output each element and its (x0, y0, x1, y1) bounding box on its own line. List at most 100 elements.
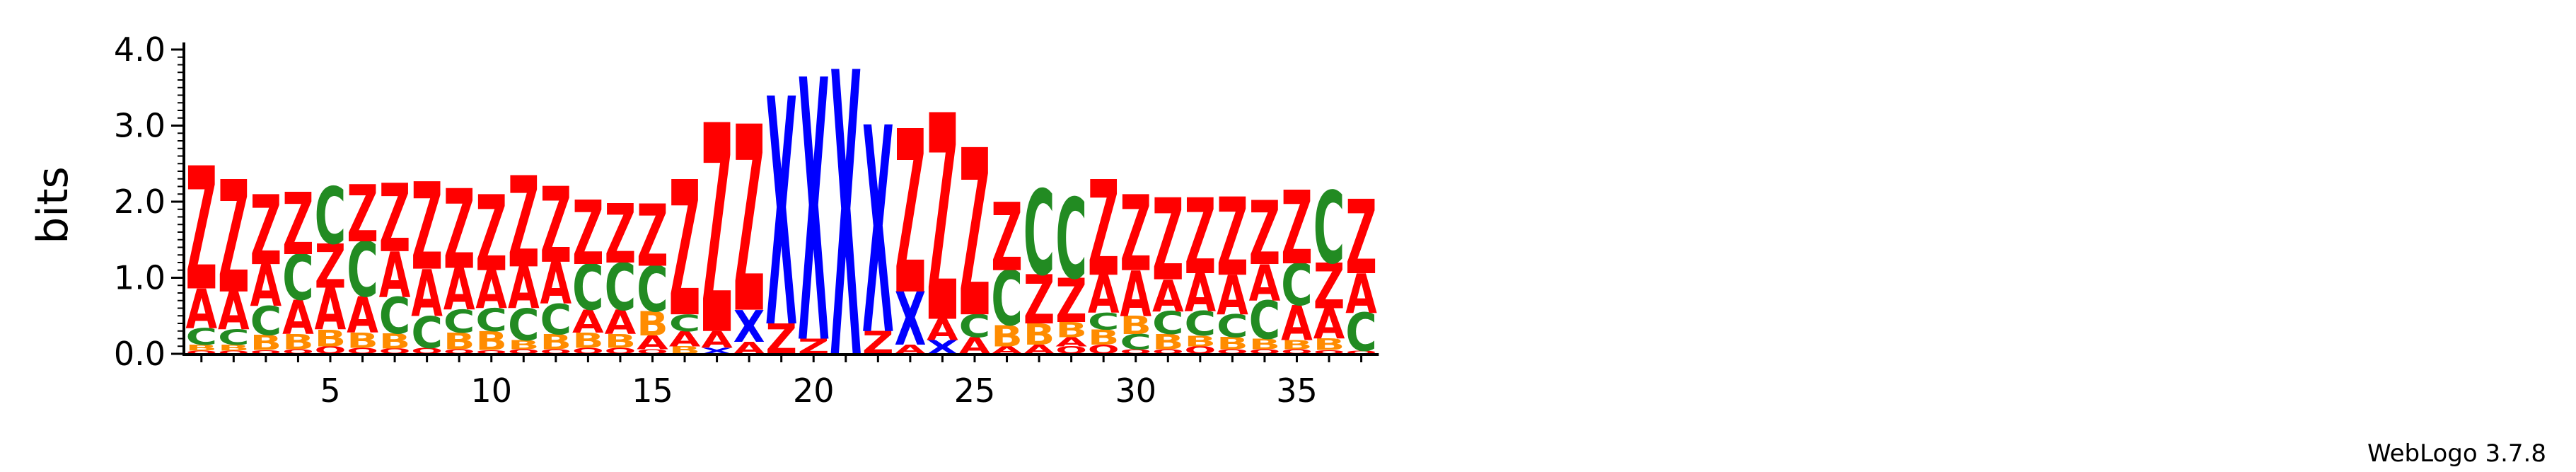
logo-letter-A: A (1281, 296, 1313, 352)
logo-letter-A: A (185, 277, 217, 340)
logo-letter-Q: Q (379, 347, 411, 355)
logo-letter-A: A (1055, 335, 1087, 350)
logo-letter-A: A (508, 255, 540, 322)
logo-letter-Q: Q (1120, 348, 1151, 355)
logo-letter-C: C (637, 253, 668, 326)
logo-letter-Z: Z (733, 74, 765, 371)
x-tick-label: 35 (1276, 372, 1318, 410)
logo-letter-Z: Z (282, 175, 314, 275)
x-tick-label: 5 (320, 372, 340, 410)
logo-letter-A: A (1120, 258, 1151, 331)
logo-letter-Z: Z (1120, 173, 1151, 295)
logo-letter-C: C (572, 252, 604, 325)
logo-letter-Q: Q (282, 348, 314, 355)
logo-letter-C: C (991, 256, 1023, 343)
logo-letter-Q: Q (250, 349, 282, 355)
logo-letter-Z: Z (605, 187, 637, 282)
logo-letter-A: A (1152, 272, 1184, 322)
logo-letter-A: A (637, 332, 668, 354)
logo-letter-B: B (540, 330, 572, 354)
logo-letter-B: B (218, 343, 250, 353)
logo-letter-Z: Z (1217, 176, 1248, 301)
logo-letter-B: B (605, 330, 637, 352)
logo-letter-A: A (1345, 263, 1377, 326)
logo-letter-C: C (1313, 172, 1345, 287)
logo-letter-Z: Z (411, 159, 443, 298)
logo-letter-C: C (540, 296, 572, 345)
y-axis-title: bits (28, 166, 78, 244)
logo-letter-B: B (475, 326, 507, 357)
logo-letter-A: A (379, 239, 411, 312)
logo-letter-C: C (1185, 305, 1217, 344)
logo-letter-B: B (1055, 318, 1087, 342)
logo-letter-Z: Z (637, 186, 668, 286)
logo-letter-X: X (733, 301, 765, 352)
logo-letter-C: C (250, 298, 282, 344)
logo-letter-A: A (475, 260, 507, 321)
logo-letter-B: B (1023, 318, 1055, 352)
logo-letter-Z: Z (669, 142, 701, 358)
logo-letter-C: C (1120, 330, 1151, 355)
logo-letter-B: B (1088, 326, 1120, 350)
logo-letter-B: B (443, 328, 475, 355)
logo-letter-C: C (315, 172, 347, 263)
y-tick-label: 0.0 (114, 335, 166, 373)
logo-letter-B: B (315, 326, 347, 352)
logo-letter-B: B (637, 305, 668, 344)
logo-letter-C: C (443, 304, 475, 340)
logo-letter-X: X (862, 69, 894, 398)
logo-letter-Z: Z (185, 132, 217, 329)
logo-letter-B: B (1185, 333, 1217, 350)
logo-letter-A: A (605, 304, 637, 343)
logo-letter-C: C (669, 310, 701, 336)
logo-letter-Z: Z (895, 84, 927, 345)
logo-letter-Z: Z (1185, 176, 1217, 298)
logo-letter-Z: Z (1152, 175, 1184, 306)
logo-letter-Z: Z (959, 102, 991, 369)
logo-letter-Q: Q (1313, 349, 1345, 355)
logo-letter-Q: Q (1152, 348, 1184, 355)
weblogo-credit: WebLogo 3.7.8 (2367, 439, 2546, 468)
logo-letter-A: A (701, 327, 733, 353)
logo-letter-A: A (572, 304, 604, 340)
logo-letter-Z: Z (927, 56, 958, 386)
logo-letter-X: X (895, 277, 927, 362)
logo-letter-A: A (927, 313, 958, 347)
logo-letter-X: X (830, 0, 861, 447)
logo-letter-Z: Z (475, 173, 507, 295)
logo-letter-Z: Z (1281, 170, 1313, 287)
logo-letter-C: C (379, 287, 411, 346)
logo-letter-B: B (250, 330, 282, 355)
logo-letter-C: C (1345, 302, 1377, 363)
logo-letter-B: B (347, 328, 378, 352)
x-tick-label: 25 (954, 372, 996, 410)
logo-letter-B: B (1120, 311, 1151, 340)
logo-letter-Q: Q (1281, 348, 1313, 355)
logo-letter-Q: Q (443, 348, 475, 355)
logo-letter-Q: Q (185, 350, 217, 355)
logo-letter-B: B (1152, 330, 1184, 354)
logo-letter-C: C (411, 308, 443, 359)
logo-letter-X: X (765, 35, 797, 398)
x-tick-label: 15 (632, 372, 673, 410)
logo-letter-A: A (669, 327, 701, 351)
logo-letter-C: C (1281, 253, 1313, 319)
logo-letter-Z: Z (1023, 260, 1055, 340)
logo-letter-Q: Q (637, 348, 668, 355)
logo-letter-Z: Z (1313, 250, 1345, 323)
logo-letter-A: A (347, 287, 378, 345)
logo-letter-B: B (991, 319, 1023, 353)
logo-letter-B: B (572, 328, 604, 352)
logo-letter-Q: Q (475, 349, 507, 355)
logo-letter-C: C (347, 227, 378, 314)
logo-letter-C: C (1152, 305, 1184, 342)
logo-letter-C: C (218, 326, 250, 350)
logo-letter-Q: Q (508, 348, 540, 355)
logo-letter-Z: Z (701, 66, 733, 399)
logo-letter-Z: Z (1249, 183, 1281, 285)
logo-letter-C: C (185, 324, 217, 350)
logo-letter-B: B (1313, 336, 1345, 354)
logo-letter-Q: Q (540, 348, 572, 355)
logo-letter-A: A (1185, 263, 1217, 324)
logo-letter-C: C (475, 302, 507, 339)
